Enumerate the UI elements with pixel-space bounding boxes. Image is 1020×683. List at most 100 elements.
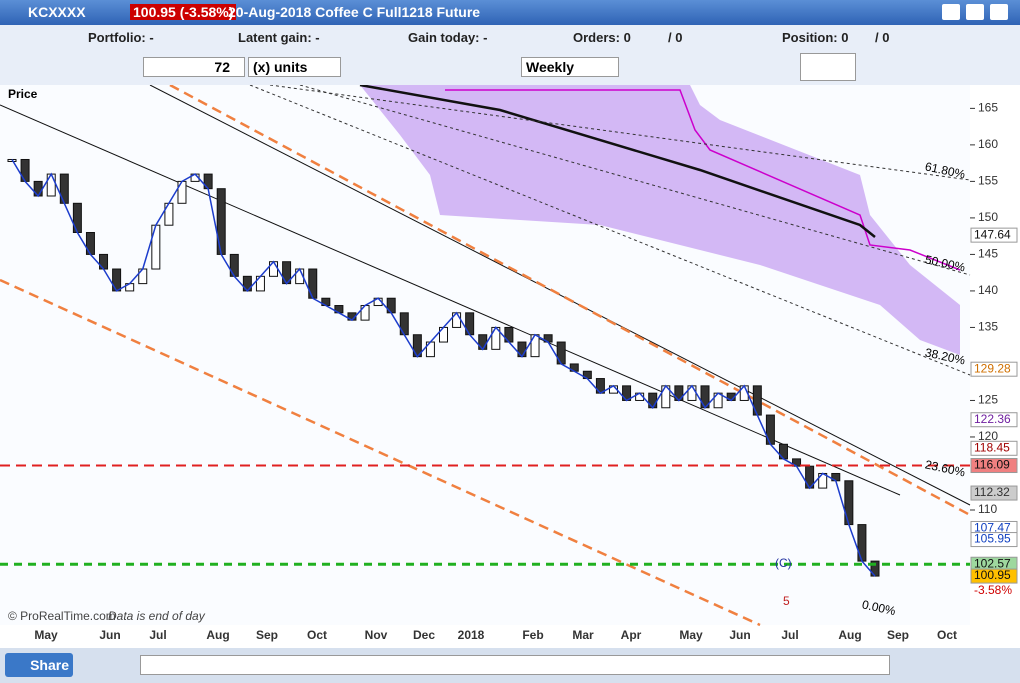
price-label: 107.47 (974, 521, 1011, 535)
change-label: -3.58% (974, 583, 1012, 597)
orders-total[interactable]: / 0 (668, 30, 683, 45)
candle (870, 560, 880, 577)
y-tick-label: 135 (978, 320, 998, 334)
y-tick-label: 145 (978, 247, 998, 261)
y-tick-label: 125 (978, 393, 998, 407)
x-tick-label: 2018 (458, 628, 485, 642)
price-label-box (970, 458, 1018, 474)
candle (59, 173, 69, 204)
price-label-box (970, 440, 1018, 456)
x-tick-label: May (34, 628, 58, 642)
price-label: 100.95 (974, 568, 1011, 582)
candle (151, 224, 161, 270)
y-tick-label: 110 (978, 502, 997, 516)
y-tick-label: 165 (978, 101, 998, 115)
x-tick-label: Oct (307, 628, 327, 642)
long-average (359, 85, 876, 238)
scrollbar[interactable] (140, 655, 890, 675)
x-tick-label: Sep (256, 628, 278, 642)
maximize[interactable] (966, 4, 984, 20)
position[interactable]: Position: 0 (782, 30, 849, 45)
y-tick-label: 140 (978, 283, 998, 297)
price-label: 122.36 (974, 412, 1011, 426)
price-label-box (970, 532, 1018, 548)
candle (72, 202, 82, 234)
quantity-input[interactable]: 72 (143, 57, 245, 77)
candle (857, 524, 867, 562)
price-label: 129.28 (974, 361, 1011, 375)
x-tick-label: Aug (838, 628, 861, 642)
plot-marks (0, 158, 970, 577)
x-tick-label: May (679, 628, 703, 642)
wave-label: 5 (783, 594, 790, 608)
price-label-box (970, 412, 1018, 428)
latent-gain: Latent gain: - (238, 30, 320, 45)
minimize[interactable] (942, 4, 960, 20)
candle (752, 385, 762, 416)
period-select[interactable]: Weekly (521, 57, 619, 77)
fib-line (299, 85, 971, 276)
x-tick-label: Apr (621, 628, 642, 642)
chart: Price © ProRealTime.com Data is end of d… (0, 85, 1020, 648)
orders[interactable]: Orders: 0 (573, 30, 631, 45)
gain-today: Gain today: - (408, 30, 488, 45)
price-label: 147.64 (974, 227, 1011, 241)
price-label-box (970, 227, 1018, 243)
x-tick-label: Aug (206, 628, 229, 642)
fib-line (269, 85, 971, 181)
x-tick-label: Jul (781, 628, 798, 642)
candle (844, 480, 854, 526)
portfolio: Portfolio: - (88, 30, 154, 45)
x-tick-label: Feb (522, 628, 543, 642)
last-price: 100.95 (-3.58%) (130, 4, 237, 20)
x-tick-label: Dec (413, 628, 435, 642)
share-button[interactable]: Share (5, 653, 73, 677)
candle (765, 414, 775, 445)
price-label: 116.09 (974, 458, 1010, 472)
channel-line (149, 85, 971, 506)
copyright: © ProRealTime.com (8, 609, 116, 623)
candle (308, 268, 318, 299)
symbol: KCXXXX (28, 4, 86, 20)
x-tick-label: Jun (99, 628, 120, 642)
price-label-box (970, 361, 1018, 377)
channel-line (0, 104, 901, 496)
trend-line (0, 278, 761, 627)
price-label: 112.32 (974, 485, 1010, 499)
description: 20-Aug-2018 Coffee C Full1218 Future (228, 4, 481, 20)
price-label-box (970, 568, 1018, 584)
candle (216, 188, 226, 255)
x-tick-label: Jun (729, 628, 750, 642)
position-total[interactable]: / 0 (875, 30, 890, 45)
toolbar: 72 (x) units Weekly (0, 50, 1020, 85)
title-bar: KCXXXX 100.95 (-3.58%) 20-Aug-2018 Coffe… (0, 0, 1020, 25)
x-tick-label: Oct (937, 628, 957, 642)
chart-tools[interactable] (800, 53, 856, 81)
price-label-box (970, 485, 1018, 501)
x-tick-label: Sep (887, 628, 909, 642)
price-label: 105.95 (974, 532, 1011, 546)
info-bar: Portfolio: - Latent gain: - Gain today: … (0, 25, 1020, 50)
x-tick-label: Mar (572, 628, 594, 642)
note: Data is end of day (108, 609, 206, 623)
time-axis (0, 625, 970, 648)
wave-label: (C) (775, 556, 792, 570)
status-bar: Share (0, 648, 1020, 683)
x-tick-label: Jul (149, 628, 166, 642)
y-tick-label: 160 (978, 137, 998, 151)
y-tick-label: 120 (978, 429, 998, 443)
price-label: 118.45 (974, 440, 1010, 454)
cloud (360, 85, 960, 355)
panel-label: Price (8, 87, 38, 101)
y-tick-label: 150 (978, 210, 998, 224)
x-tick-label: Nov (365, 628, 388, 642)
fib-label: 0.00% (861, 597, 898, 618)
y-tick-label: 155 (978, 174, 998, 188)
units-select[interactable]: (x) units (248, 57, 341, 77)
price-label: 102.57 (974, 556, 1011, 570)
cloud-edge (445, 89, 961, 271)
close-line (11, 159, 876, 577)
close[interactable] (990, 4, 1008, 20)
trend-line (169, 85, 971, 517)
